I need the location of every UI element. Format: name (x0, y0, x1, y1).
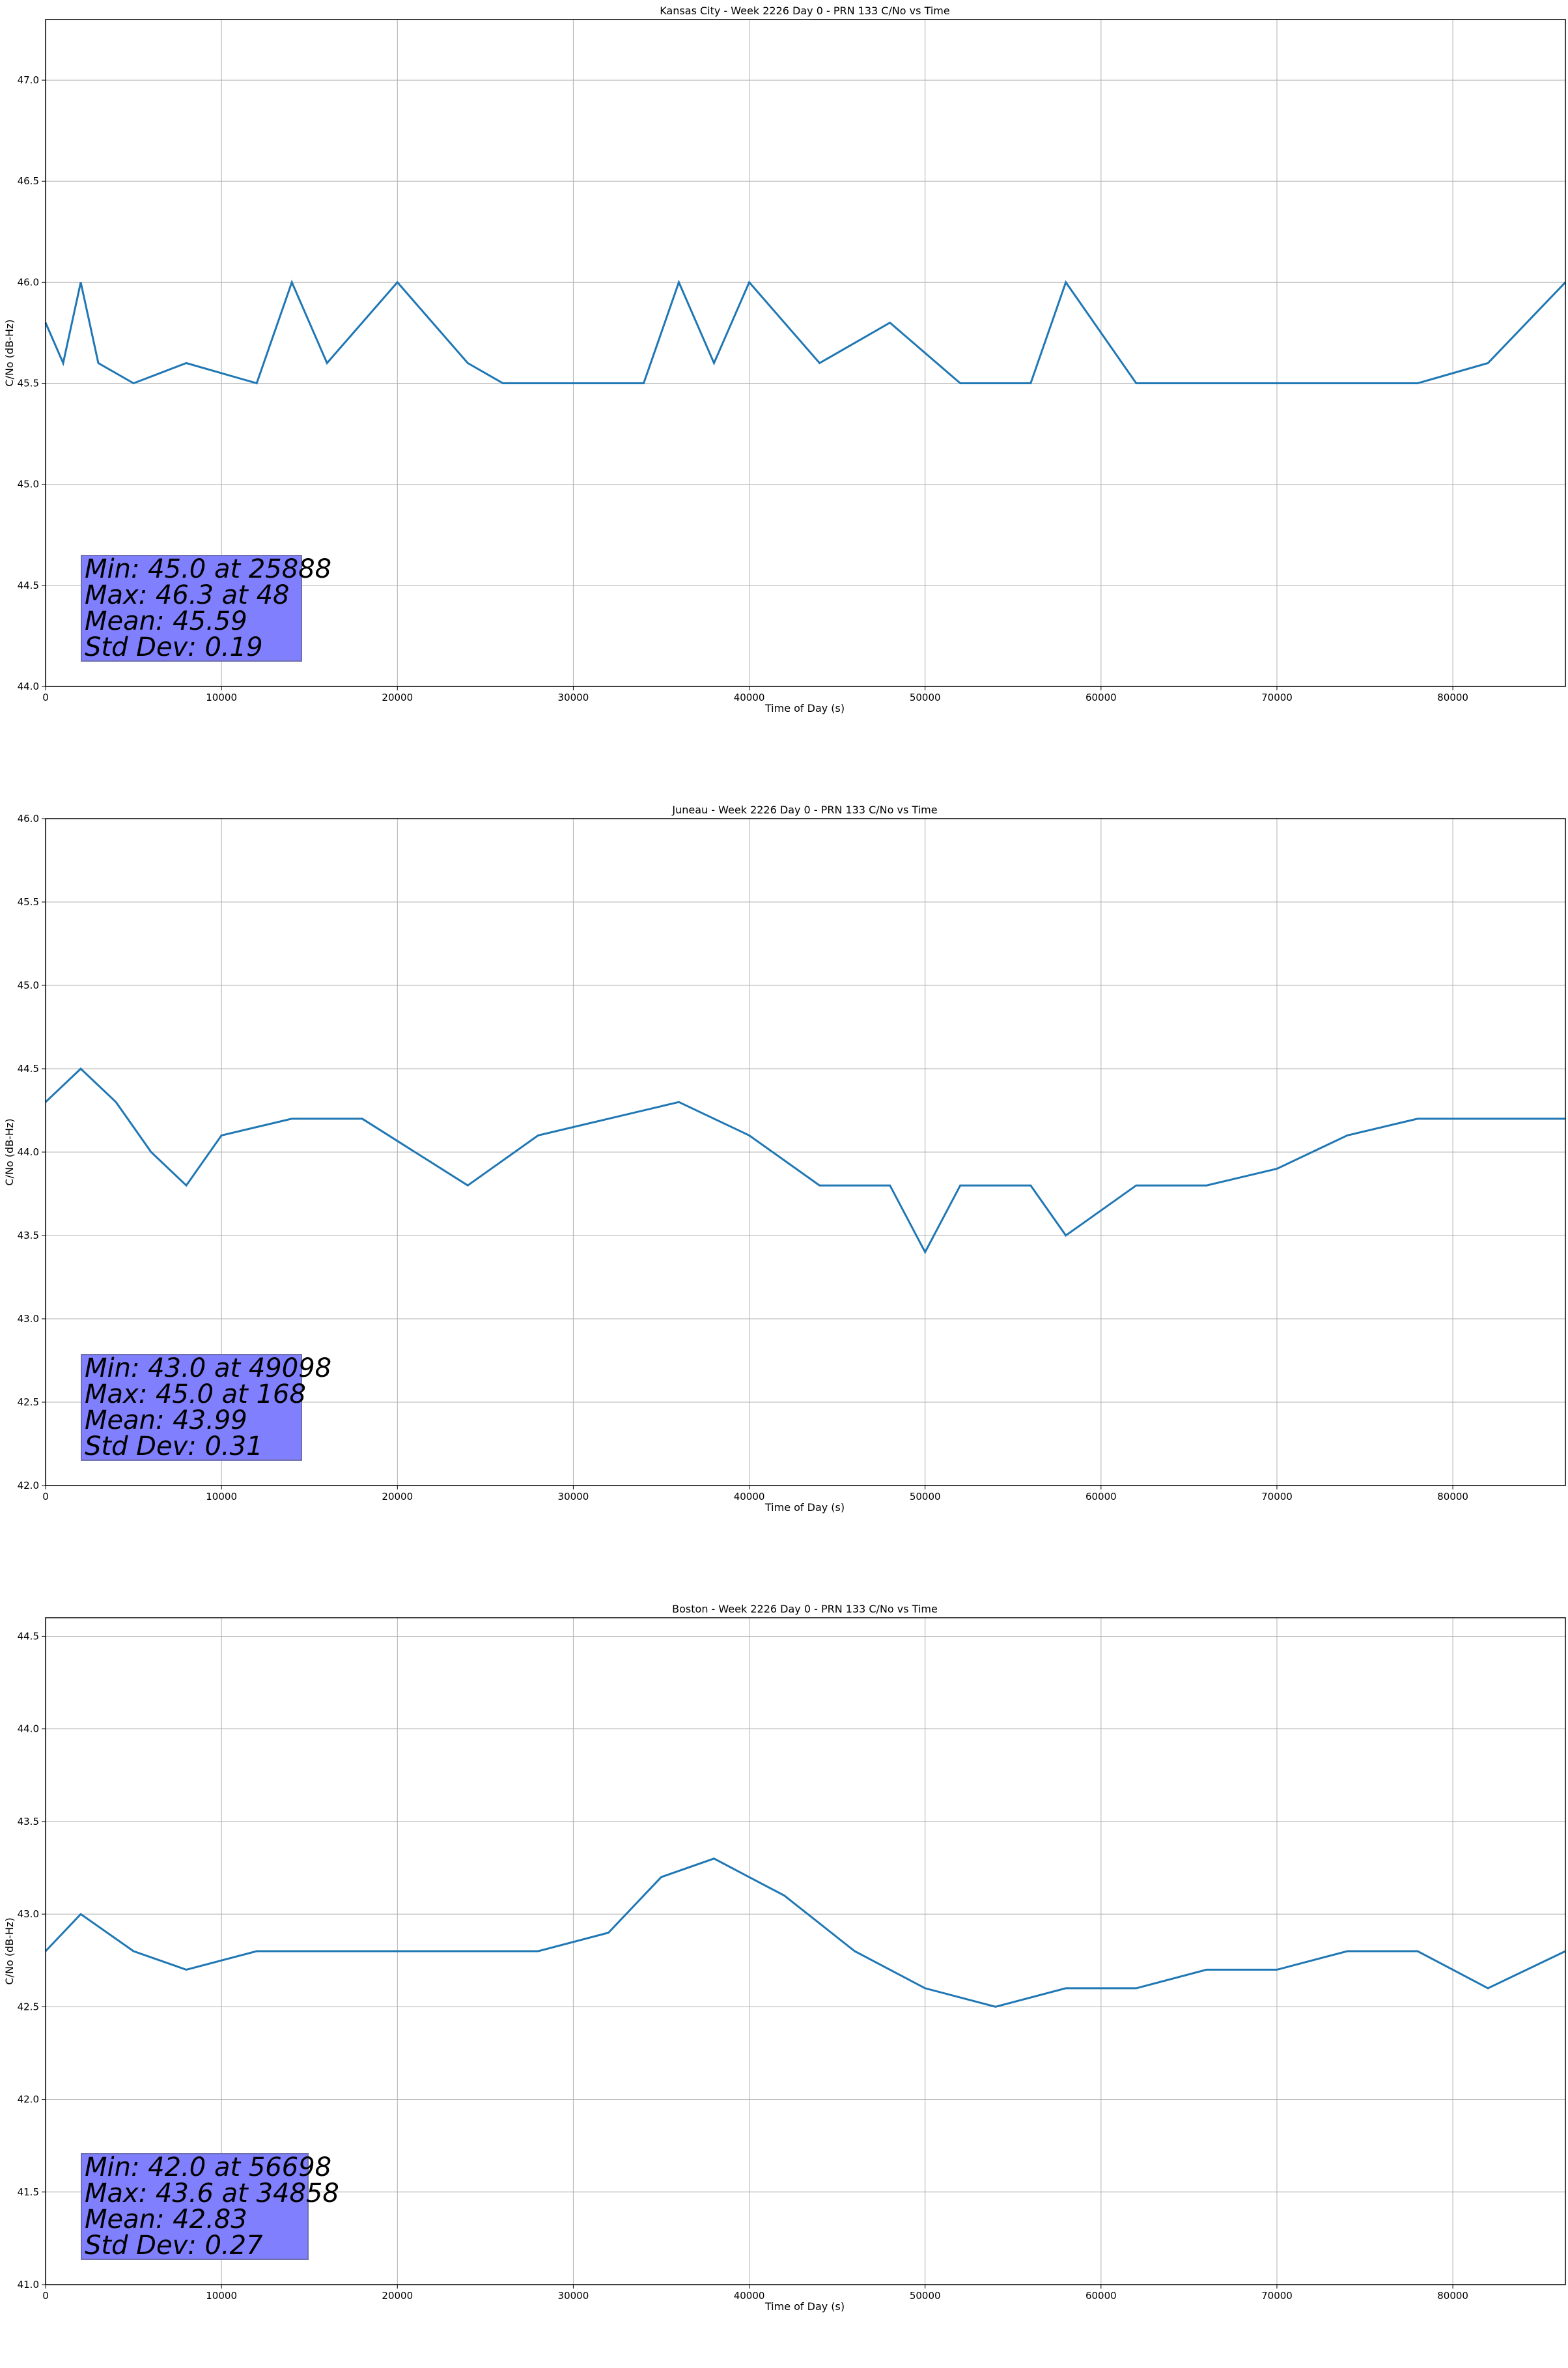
y-tick-label: 44.5 (18, 1630, 39, 1642)
trace-layer (44, 279, 1567, 385)
y-tick-label: 44.0 (18, 1146, 39, 1158)
trace-layer (44, 1067, 1565, 1254)
y-tick-label: 41.0 (18, 2279, 39, 2290)
stats-std-dev: Std Dev: 0.31 (85, 1431, 263, 1461)
stats-mean: Mean: 42.83 (85, 2205, 247, 2234)
x-tick-label: 60000 (1085, 692, 1117, 703)
y-tick-label: 43.5 (18, 1816, 39, 1827)
y-tick-label: 46.0 (18, 813, 39, 825)
y-tick-label: 42.5 (18, 1396, 39, 1408)
y-tick-label: 44.5 (18, 1063, 39, 1075)
x-tick-label: 10000 (206, 692, 237, 703)
y-tick-label: 44.0 (18, 681, 39, 692)
x-tick-label: 80000 (1437, 692, 1468, 703)
chart-title: Juneau - Week 2226 Day 0 - PRN 133 C/No … (671, 804, 937, 816)
x-tick-label: 80000 (1437, 2290, 1468, 2302)
y-tick-label: 46.5 (18, 175, 39, 187)
y-tick-label: 45.5 (18, 896, 39, 908)
stats-min: Min: 42.0 at 56698 (85, 2152, 332, 2182)
stats-min: Min: 43.0 at 49098 (85, 1353, 332, 1383)
x-tick-label: 70000 (1261, 692, 1293, 703)
x-tick-label: 30000 (558, 1491, 589, 1502)
y-tick-label: 42.0 (18, 2094, 39, 2106)
stats-box: Min: 42.0 at 56698 Max: 43.6 at 34858 Me… (81, 2152, 339, 2261)
x-tick-label: 30000 (558, 2290, 589, 2302)
x-axis-label: Time of Day (s) (764, 702, 845, 714)
stats-std-dev: Std Dev: 0.27 (85, 2231, 263, 2261)
x-tick-layer: 0 10000 20000 30000 40000 50000 60000 70000 8000… (42, 686, 1468, 703)
stats-min: Min: 45.0 at 25888 (85, 554, 332, 584)
x-tick-label: 60000 (1085, 2290, 1117, 2302)
x-tick-layer: 0 10000 20000 30000 40000 50000 60000 70000 8000… (42, 1486, 1468, 1502)
y-axis-label: C/No (dB-Hz) (3, 1118, 16, 1185)
x-tick-layer: 0 10000 20000 30000 40000 50000 60000 70000 8000… (42, 2285, 1468, 2302)
x-tick-label: 60000 (1085, 1491, 1117, 1502)
chart-panel-kansas-city: Kansas City - Week 2226 Day 0 - PRN 133 … (0, 0, 1568, 770)
plot-frame (45, 19, 1566, 687)
y-axis-label: C/No (dB-Hz) (3, 319, 16, 386)
stats-max: Max: 46.3 at 48 (85, 580, 290, 610)
stats-max: Max: 43.6 at 34858 (85, 2178, 339, 2208)
stats-mean: Mean: 45.59 (85, 606, 247, 636)
stats-box: Min: 43.0 at 49098 Max: 45.0 at 168 Mean… (81, 1353, 332, 1461)
y-tick-layer: 41.0 41.5 42.0 42.5 43.0 43.5 44.0 44.5 (18, 1630, 46, 2290)
x-tick-label: 20000 (382, 1491, 413, 1502)
y-axis-label: C/No (dB-Hz) (3, 1917, 16, 1984)
x-tick-label: 0 (42, 2290, 49, 2302)
x-tick-label: 20000 (382, 2290, 413, 2302)
chart-svg: Juneau - Week 2226 Day 0 - PRN 133 C/No … (3, 804, 1566, 1514)
stats-mean: Mean: 43.99 (85, 1405, 247, 1435)
x-tick-label: 40000 (734, 1491, 765, 1502)
y-tick-layer: 42.0 42.5 43.0 43.5 44.0 44.5 45.0 45.5 46.0 (18, 813, 46, 1491)
x-tick-label: 50000 (910, 2290, 941, 2302)
y-tick-label: 46.0 (18, 276, 39, 288)
x-tick-label: 10000 (206, 1491, 237, 1502)
chart-panel-boston: Boston - Week 2226 Day 0 - PRN 133 C/No … (0, 1598, 1568, 2368)
stats-box: Min: 45.0 at 25888 Max: 46.3 at 48 Mean:… (81, 554, 332, 662)
stats-std-dev: Std Dev: 0.19 (85, 632, 263, 662)
y-tick-label: 43.0 (18, 1908, 39, 1920)
stats-max: Max: 45.0 at 168 (85, 1379, 306, 1409)
chart-title: Kansas City - Week 2226 Day 0 - PRN 133 … (660, 5, 949, 17)
y-tick-label: 44.0 (18, 1723, 39, 1735)
x-tick-label: 40000 (734, 692, 765, 703)
chart-title: Boston - Week 2226 Day 0 - PRN 133 C/No … (672, 1603, 938, 1615)
cno-series-line (44, 279, 1567, 385)
x-tick-label: 70000 (1261, 2290, 1293, 2302)
y-tick-label: 41.5 (18, 2186, 39, 2198)
y-tick-label: 45.0 (18, 479, 39, 490)
x-tick-label: 0 (42, 692, 49, 703)
y-tick-layer: 44.0 44.5 45.0 45.5 46.0 46.5 47.0 (18, 74, 46, 692)
chart-svg: Kansas City - Week 2226 Day 0 - PRN 133 … (3, 5, 1567, 714)
x-tick-label: 40000 (734, 2290, 765, 2302)
y-tick-label: 45.5 (18, 378, 39, 389)
y-tick-label: 42.5 (18, 2001, 39, 2012)
y-tick-label: 44.5 (18, 580, 39, 591)
cno-series-line (44, 1067, 1565, 1254)
y-tick-label: 47.0 (18, 74, 39, 86)
y-tick-label: 43.5 (18, 1230, 39, 1241)
x-tick-label: 50000 (910, 692, 941, 703)
x-tick-label: 80000 (1437, 1491, 1468, 1502)
x-tick-label: 30000 (558, 692, 589, 703)
plot-frame (45, 1617, 1566, 2285)
x-tick-label: 0 (42, 1491, 49, 1502)
x-tick-label: 70000 (1261, 1491, 1293, 1502)
x-tick-label: 10000 (206, 2290, 237, 2302)
y-tick-label: 45.0 (18, 980, 39, 991)
x-axis-label: Time of Day (s) (764, 2300, 845, 2313)
y-tick-label: 43.0 (18, 1313, 39, 1325)
cno-series-line (44, 1857, 1566, 2008)
x-tick-label: 20000 (382, 692, 413, 703)
x-tick-label: 50000 (910, 1491, 941, 1502)
trace-layer (44, 1857, 1566, 2008)
chart-panel-juneau: Juneau - Week 2226 Day 0 - PRN 133 C/No … (0, 799, 1568, 1569)
y-tick-label: 42.0 (18, 1480, 39, 1491)
x-axis-label: Time of Day (s) (764, 1501, 845, 1514)
